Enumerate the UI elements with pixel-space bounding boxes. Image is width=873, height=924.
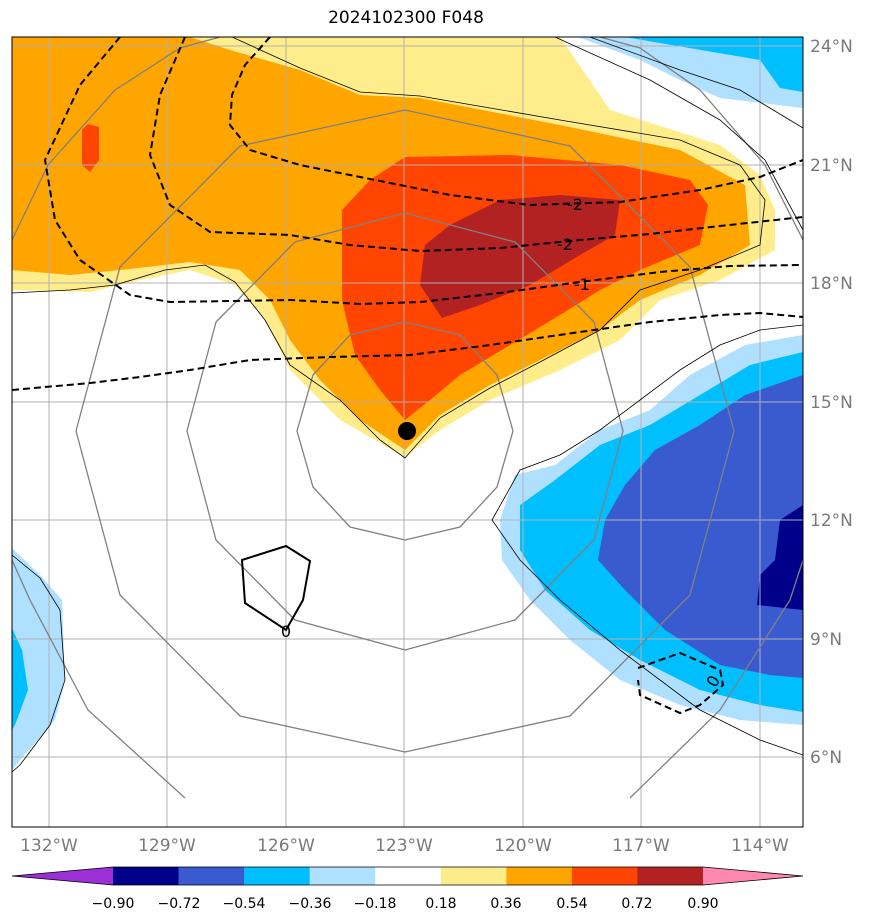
colorbar-segment: [113, 867, 180, 885]
latitude-labels: 24°N 21°N 18°N 15°N 12°N 9°N 6°N: [810, 37, 853, 768]
lon-label: 114°W: [731, 836, 789, 856]
colorbar-tick-label: −0.54: [223, 896, 266, 912]
lon-label: 129°W: [138, 836, 196, 856]
lat-label: 24°N: [810, 37, 853, 57]
colorbar-segment: [440, 867, 507, 885]
colorbar-segment: [637, 867, 704, 885]
map-frame: [11, 36, 804, 828]
lon-label: 120°W: [494, 836, 552, 856]
lat-label: 18°N: [810, 274, 853, 294]
thin-contours: [12, 37, 803, 773]
colorbar-tick-label: 0.72: [621, 896, 652, 912]
longitude-labels: 132°W 129°W 126°W 123°W 120°W 117°W 114°…: [20, 836, 789, 856]
lat-label: 6°N: [810, 748, 842, 768]
colorbar-segment: [375, 867, 442, 885]
lon-label: 126°W: [257, 836, 315, 856]
colorbar-segment: [309, 867, 376, 885]
colorbar-extend-high: [703, 867, 803, 885]
colorbar-tick-label: 0.18: [425, 896, 456, 912]
colorbar-tick-label: 0.90: [687, 896, 718, 912]
storm-center-marker: [398, 422, 416, 440]
contour-label: -1: [574, 275, 590, 294]
dashed-contours: [12, 37, 803, 715]
colorbar-tick-label: −0.36: [289, 896, 332, 912]
map-plot-area: -2 -2 -1 0 0: [12, 37, 803, 827]
gridlines: [12, 37, 803, 827]
lat-label: 9°N: [810, 630, 842, 650]
colorbar-segment: [506, 867, 573, 885]
contour-label: 0: [281, 622, 291, 641]
colorbar-segment: [244, 867, 311, 885]
shade-negative-072-southeast: [757, 505, 803, 610]
shade-negative-036-northeast: [625, 37, 803, 92]
zero-contour: [240, 544, 312, 632]
colorbar-tick-label: 0.36: [490, 896, 521, 912]
shade-negative-054-southeast: [598, 375, 803, 678]
colorbar-segments: [12, 867, 803, 885]
shade-negative-036-west: [12, 628, 28, 730]
range-rings: [12, 37, 803, 799]
lat-label: 15°N: [810, 393, 853, 413]
colorbar-tick-label: −0.18: [354, 896, 397, 912]
shade-positive-072: [420, 195, 620, 318]
contour-label: -2: [567, 195, 583, 214]
lon-label: 117°W: [612, 836, 670, 856]
colorbar-tick-label: −0.90: [92, 896, 135, 912]
colorbar: −0.90 −0.72 −0.54 −0.36 −0.18 0.18 0.36 …: [11, 866, 804, 912]
lon-label: 132°W: [20, 836, 78, 856]
lat-label: 21°N: [810, 156, 853, 176]
shade-negative-018-west: [12, 548, 65, 770]
colorbar-tick-label: −0.72: [158, 896, 201, 912]
colorbar-extend-low: [12, 867, 113, 885]
colorbar-tick-label: 0.54: [556, 896, 587, 912]
lon-label: 123°W: [375, 836, 433, 856]
colorbar-outline: [11, 866, 804, 886]
contour-label: -2: [557, 235, 573, 254]
map-title: 2024102300 F048: [328, 8, 484, 28]
shade-positive-small-blob: [82, 124, 99, 172]
colorbar-labels: −0.90 −0.72 −0.54 −0.36 −0.18 0.18 0.36 …: [92, 896, 719, 912]
colorbar-segment: [178, 867, 245, 885]
colorbar-segment: [571, 867, 638, 885]
lat-label: 12°N: [810, 511, 853, 531]
